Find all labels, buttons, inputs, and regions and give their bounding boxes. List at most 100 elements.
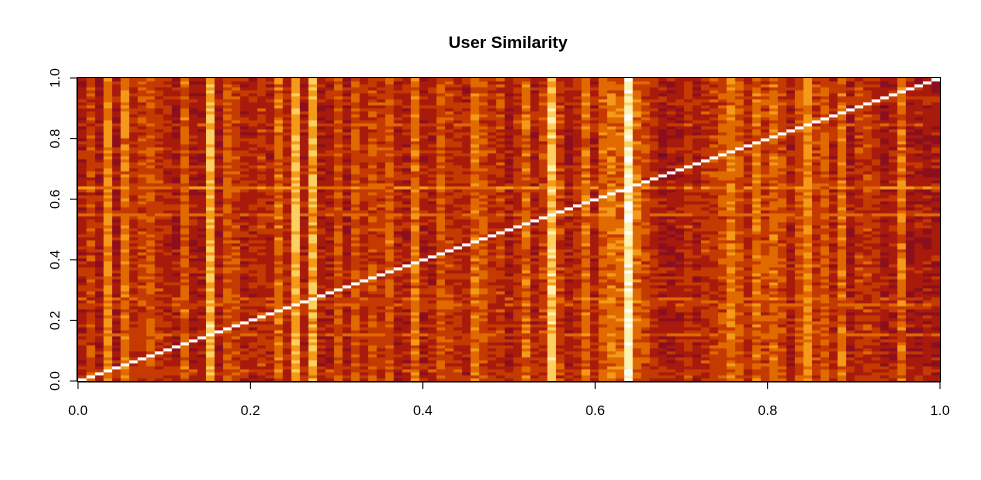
heatmap-cell	[223, 183, 233, 187]
heatmap-cell	[137, 378, 147, 382]
heatmap-cell	[410, 126, 420, 130]
heatmap-cell	[180, 294, 190, 298]
heatmap-cell	[334, 90, 343, 94]
heatmap-cell	[240, 162, 250, 166]
heatmap-cell	[427, 240, 437, 244]
heatmap-cell	[154, 273, 164, 277]
heatmap-cell	[342, 276, 352, 280]
heatmap-cell	[95, 291, 104, 295]
heatmap-cell	[214, 378, 224, 382]
heatmap-cell	[351, 285, 361, 289]
heatmap-cell	[410, 348, 420, 352]
heatmap-cell	[351, 78, 361, 82]
heatmap-cell	[282, 165, 292, 169]
heatmap-cell	[479, 165, 489, 169]
heatmap-cell	[316, 132, 326, 136]
heatmap-cell	[316, 306, 326, 310]
heatmap-cell	[257, 270, 267, 274]
heatmap-cell	[453, 282, 463, 286]
heatmap-cell	[299, 297, 309, 301]
heatmap-cell	[206, 234, 215, 238]
heatmap-cell	[444, 363, 454, 367]
heatmap-cell	[436, 366, 446, 370]
heatmap-cell	[393, 342, 403, 346]
heatmap-cell	[214, 318, 224, 322]
heatmap-cell	[129, 333, 139, 337]
heatmap-cell	[453, 117, 463, 121]
heatmap-cell	[95, 354, 104, 358]
heatmap-cell	[487, 228, 497, 232]
heatmap-cell	[231, 201, 241, 205]
heatmap-cell	[368, 216, 378, 220]
heatmap-cell	[479, 231, 489, 235]
heatmap-cell	[197, 84, 207, 88]
heatmap-cell	[274, 198, 284, 202]
heatmap-cell	[206, 117, 215, 121]
heatmap-cell	[479, 363, 489, 367]
heatmap-cell	[103, 324, 113, 328]
heatmap-cell	[197, 270, 207, 274]
heatmap-cell	[103, 102, 113, 106]
heatmap-cell	[112, 189, 122, 193]
heatmap-cell	[240, 273, 250, 277]
heatmap-cell	[257, 165, 267, 169]
heatmap-cell	[248, 366, 258, 370]
heatmap-cell	[342, 138, 352, 142]
heatmap-cell	[180, 216, 190, 220]
heatmap-cell	[103, 171, 113, 175]
heatmap-cell	[163, 258, 173, 262]
heatmap-cell	[163, 162, 173, 166]
heatmap-cell	[444, 111, 454, 115]
heatmap-cell	[214, 120, 224, 124]
heatmap-cell	[402, 111, 412, 115]
heatmap-cell	[248, 279, 258, 283]
heatmap-cell	[427, 198, 437, 202]
heatmap-cell	[112, 81, 122, 85]
heatmap-cell	[359, 252, 369, 256]
heatmap-cell	[308, 264, 318, 268]
heatmap-cell	[129, 228, 139, 232]
heatmap-cell	[291, 129, 301, 133]
heatmap-cell	[334, 252, 343, 256]
heatmap-cell	[479, 267, 489, 271]
heatmap-cell	[419, 366, 429, 370]
heatmap-cell	[316, 87, 326, 91]
heatmap-cell	[231, 126, 241, 130]
heatmap-cell	[197, 240, 207, 244]
heatmap-cell	[419, 228, 429, 232]
heatmap-cell	[129, 237, 139, 241]
heatmap-cell	[376, 336, 386, 340]
heatmap-cell	[171, 162, 181, 166]
heatmap-cell	[299, 258, 309, 262]
heatmap-cell	[410, 189, 420, 193]
heatmap-cell	[129, 135, 139, 139]
heatmap-cell	[393, 372, 403, 376]
heatmap-cell	[470, 177, 480, 181]
heatmap-cell	[112, 213, 122, 217]
heatmap-cell	[137, 204, 147, 208]
heatmap-cell	[163, 276, 173, 280]
heatmap-cell	[359, 96, 369, 100]
heatmap-cell	[342, 153, 352, 157]
heatmap-cell	[112, 105, 122, 109]
heatmap-cell	[487, 156, 497, 160]
heatmap-cell	[325, 360, 335, 364]
heatmap-cell	[146, 330, 156, 334]
heatmap-cell	[103, 213, 113, 217]
heatmap-cell	[316, 354, 326, 358]
heatmap-cell	[206, 321, 215, 325]
heatmap-cell	[240, 375, 250, 379]
heatmap-cell	[240, 99, 250, 103]
heatmap-cell	[359, 324, 369, 328]
heatmap-cell	[248, 192, 258, 196]
heatmap-cell	[95, 258, 104, 262]
heatmap-cell	[197, 96, 207, 100]
heatmap-cell	[214, 105, 224, 109]
heatmap-cell	[487, 312, 497, 316]
heatmap-cell	[487, 261, 497, 265]
heatmap-cell	[265, 201, 275, 205]
heatmap-cell	[308, 333, 318, 337]
heatmap-cell	[282, 234, 292, 238]
heatmap-cell	[436, 147, 446, 151]
heatmap-cell	[274, 132, 284, 136]
